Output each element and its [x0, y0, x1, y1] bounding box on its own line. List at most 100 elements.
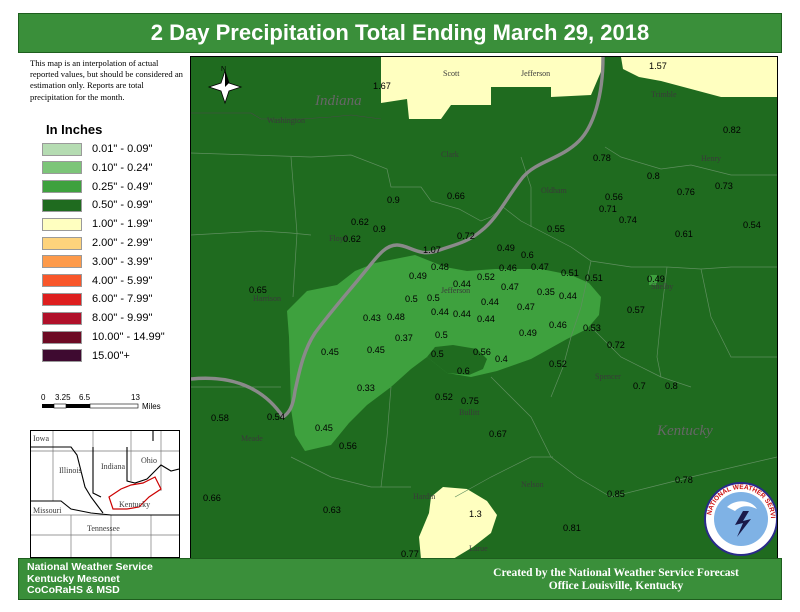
inset-label-tennessee: Tennessee — [87, 524, 120, 533]
legend-label: 0.50" - 0.99" — [92, 199, 153, 212]
fill-0.50-0.99-pocket — [427, 345, 487, 375]
precip-value-label: 0.49 — [647, 274, 665, 284]
precip-value-label: 0.62 — [351, 217, 369, 227]
precip-value-label: 0.5 — [431, 349, 444, 359]
state-label-kentucky: Kentucky — [656, 423, 713, 439]
state-line-north — [191, 112, 382, 120]
precip-value-label: 0.8 — [665, 381, 678, 391]
county-label: Jefferson — [441, 286, 470, 295]
precip-value-label: 0.54 — [267, 412, 285, 422]
credit-line-office: Office Louisville, Kentucky — [548, 580, 684, 592]
county-boundaries — [191, 146, 777, 498]
state-label-indiana: Indiana — [314, 93, 362, 109]
precip-value-label: 0.75 — [461, 396, 479, 406]
credit-line-mesonet: Kentucky Mesonet — [27, 572, 120, 585]
legend-item: 10.00" - 14.99" — [42, 330, 165, 344]
legend-item: 0.10" - 0.24" — [42, 161, 152, 175]
precip-value-label: 0.44 — [431, 307, 449, 317]
legend-label: 10.00" - 14.99" — [92, 331, 165, 343]
precip-value-label: 1.07 — [423, 245, 441, 255]
inset-state-lines — [31, 431, 179, 516]
scale-tick-2: 6.5 — [79, 393, 91, 402]
inset-label-kentucky: Kentucky — [119, 500, 150, 509]
credits-left: National Weather Service Kentucky Mesone… — [27, 561, 153, 597]
inset-county-lines — [31, 431, 179, 557]
precip-value-label: 0.45 — [367, 345, 385, 355]
nws-lightning-icon — [735, 511, 751, 537]
credit-line-created-by: Created by the National Weather Service … — [493, 567, 739, 579]
legend-item: 15.00"+ — [42, 349, 130, 363]
precip-value-label: 0.5 — [435, 330, 448, 340]
precip-value-label: 0.78 — [675, 475, 693, 485]
precip-value-label: 1.57 — [649, 61, 667, 71]
title-bar: 2 Day Precipitation Total Ending March 2… — [18, 13, 782, 53]
legend-label: 0.01" - 0.09" — [92, 143, 153, 155]
inset-highlight-area — [108, 476, 162, 510]
precip-value-label: 0.53 — [583, 323, 601, 333]
legend-item: 0.01" - 0.09" — [42, 142, 152, 156]
fill-0.25-0.49-shelby — [649, 275, 657, 285]
precip-value-label: 0.48 — [431, 262, 449, 272]
county-label: Oldham — [541, 186, 568, 195]
precip-value-label: 0.44 — [453, 279, 471, 289]
precip-value-label: 0.76 — [677, 187, 695, 197]
precip-value-label: 0.77 — [401, 549, 419, 559]
scale-tick-3: 13 — [131, 393, 140, 402]
precip-value-label: 0.73 — [715, 181, 733, 191]
precip-value-label: 0.71 — [599, 204, 617, 214]
precip-value-label: 0.46 — [549, 320, 567, 330]
legend-item: 4.00" - 5.99" — [42, 274, 152, 288]
precip-value-label: 0.47 — [531, 262, 549, 272]
county-label: Nelson — [521, 480, 544, 489]
precip-value-label: 0.81 — [563, 523, 581, 533]
precip-values: 1.67 1.57 0.82 0.78 0.8 0.73 0.76 0.56 0.710.74 0… — [203, 61, 761, 559]
scale-unit: Miles — [142, 402, 161, 411]
precip-value-label: 0.56 — [339, 441, 357, 451]
legend-label: 2.00" - 2.99" — [92, 237, 153, 249]
precip-value-label: 0.9 — [387, 195, 400, 205]
precip-value-label: 0.45 — [315, 423, 333, 433]
county-label: Meade — [241, 434, 263, 443]
precip-value-label: 0.56 — [605, 192, 623, 202]
legend-title: In Inches — [46, 122, 103, 137]
precip-value-label: 0.6 — [457, 366, 470, 376]
precip-value-label: 0.5 — [405, 294, 418, 304]
precip-value-label: 0.51 — [561, 268, 579, 278]
precip-value-label: 0.62 — [343, 234, 361, 244]
precip-value-label: 0.52 — [477, 272, 495, 282]
legend-swatch — [42, 198, 82, 212]
precip-value-label: 0.5 — [427, 293, 440, 303]
scale-bar: 0 3.25 6.5 13 Miles — [41, 393, 161, 411]
precip-value-label: 0.61 — [675, 229, 693, 239]
legend-swatch — [42, 255, 82, 269]
legend-label: 8.00" - 9.99" — [92, 312, 153, 325]
legend-swatch — [42, 349, 82, 363]
inset-label-missouri: Missouri — [33, 506, 62, 515]
scale-tick-1: 3.25 — [55, 393, 71, 402]
precip-value-label: 0.44 — [477, 314, 495, 324]
legend-swatch — [42, 274, 82, 288]
legend-item: 1.00" - 1.99" — [42, 217, 152, 231]
fill-1.00-1.99-north — [191, 57, 603, 119]
legend-item: 0.50" - 0.99" — [42, 198, 152, 212]
county-label: Scott — [443, 69, 460, 78]
inset-label-illinois: Illinois — [59, 466, 82, 475]
precip-value-label: 0.37 — [395, 333, 413, 343]
precip-value-label: 0.65 — [249, 285, 267, 295]
legend-item: 0.25" - 0.49" — [42, 180, 152, 194]
precip-value-label: 0.66 — [203, 493, 221, 503]
precip-value-label: 0.82 — [723, 125, 741, 135]
precip-value-label: 0.49 — [409, 271, 427, 281]
precip-value-label: 0.57 — [627, 305, 645, 315]
credits-right: Created by the National Weather Service … — [471, 567, 761, 593]
precip-value-label: 0.85 — [607, 489, 625, 499]
precip-value-label: 0.44 — [559, 291, 577, 301]
county-label: Henry — [701, 154, 721, 163]
precip-value-label: 0.49 — [519, 328, 537, 338]
precip-value-label: 0.55 — [547, 224, 565, 234]
credit-line-nws: National Weather Service — [27, 561, 153, 573]
legend-item: 8.00" - 9.99" — [42, 311, 152, 325]
precip-value-label: 0.52 — [435, 392, 453, 402]
legend-item: 2.00" - 2.99" — [42, 236, 152, 250]
county-label: Spencer — [595, 372, 621, 381]
